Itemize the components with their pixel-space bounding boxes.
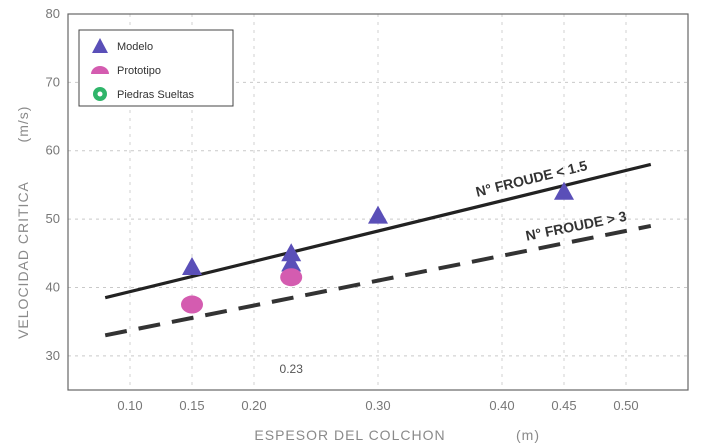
x-axis-ticks: 0.10 0.15 0.20 0.30 0.40 0.45 0.50 — [117, 398, 638, 413]
x-tick-label: 0.40 — [489, 398, 514, 413]
x-annotation-label: 0.23 — [280, 362, 304, 376]
froude-line-high — [104, 223, 652, 338]
x-tick-label: 0.20 — [241, 398, 266, 413]
plot-frame — [67, 13, 689, 391]
x-tick-label: 0.50 — [613, 398, 638, 413]
x-tick-label: 0.45 — [551, 398, 576, 413]
legend: Modelo Prototipo Piedras Sueltas — [78, 29, 234, 107]
x-axis-unit: (m) — [516, 427, 540, 443]
froude-label-high: N° FROUDE > 3 — [524, 208, 628, 244]
legend-prototipo-marker — [91, 66, 109, 74]
y-axis-ticks: 30 40 50 60 70 80 — [46, 6, 60, 363]
legend-piedras-label: Piedras Sueltas — [117, 89, 195, 101]
legend-modelo-marker — [92, 38, 108, 53]
x-tick-label: 0.15 — [179, 398, 204, 413]
modelo-point — [281, 253, 302, 272]
modelo-point — [554, 181, 574, 200]
y-tick-label: 70 — [46, 74, 60, 89]
y-tick-label: 40 — [46, 279, 60, 294]
x-tick-label: 0.30 — [365, 398, 390, 413]
froude-line-low — [104, 162, 652, 300]
modelo-point — [182, 256, 202, 275]
modelo-point — [281, 243, 302, 262]
y-tick-label: 80 — [46, 6, 60, 21]
legend-modelo-label: Modelo — [117, 41, 153, 53]
y-tick-label: 60 — [46, 143, 60, 158]
modelo-point — [368, 205, 388, 224]
legend-prototipo-label: Prototipo — [117, 65, 161, 77]
x-tick-label: 0.10 — [117, 398, 142, 413]
annotations: 0.23 — [280, 362, 304, 376]
y-tick-label: 30 — [46, 348, 60, 363]
y-axis-title: VELOCIDAD CRITICA — [15, 181, 31, 339]
prototipo-point — [181, 295, 203, 314]
y-axis-unit: (m/s) — [15, 106, 31, 143]
data-points — [181, 181, 574, 314]
y-tick-label: 50 — [46, 211, 60, 226]
x-axis-title: ESPESOR DEL COLCHON — [254, 427, 445, 443]
legend-piedras-marker-inner — [97, 91, 103, 97]
prototipo-point — [280, 268, 303, 287]
